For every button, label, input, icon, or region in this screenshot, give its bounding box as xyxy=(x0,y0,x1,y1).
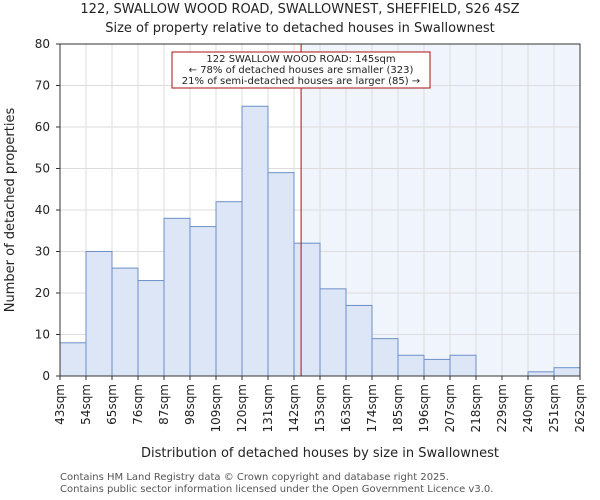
bar-163sqm xyxy=(345,304,373,377)
x-tick-labels: 43sqm 54sqm 65sqm 76sqm 87sqm 98sqm 109sqm 120s… xyxy=(53,376,587,432)
x-tick-label-251sqm: 251sqm xyxy=(547,384,561,432)
chart-subtitle: Size of property relative to detached ho… xyxy=(105,21,495,36)
histogram-chart: 0 10 20 30 40 50 60 70 80 43sqm 54sqm 65sqm 76sqm 87… xyxy=(3,37,587,461)
x-tick-label-142sqm: 142sqm xyxy=(287,384,301,432)
x-tick-label-218sqm: 218sqm xyxy=(469,384,483,432)
footer-copyright: Contains HM Land Registry data © Crown c… xyxy=(60,472,449,483)
y-tick-label-60: 60 xyxy=(35,120,50,134)
bar-65sqm xyxy=(111,267,139,377)
bar-54sqm xyxy=(85,251,113,377)
x-tick-label-207sqm: 207sqm xyxy=(443,384,457,432)
y-tick-label-80: 80 xyxy=(35,37,50,51)
y-tick-label-70: 70 xyxy=(35,79,50,93)
x-tick-label-229sqm: 229sqm xyxy=(495,384,509,432)
y-axis-label: Number of detached properties xyxy=(3,108,18,313)
x-tick-label-185sqm: 185sqm xyxy=(391,384,405,432)
annotation-line-1: 122 SWALLOW WOOD ROAD: 145sqm xyxy=(206,54,395,65)
x-tick-label-120sqm: 120sqm xyxy=(235,384,249,432)
y-tick-label-30: 30 xyxy=(35,245,50,259)
x-tick-label-76sqm: 76sqm xyxy=(131,384,145,425)
annotation-border xyxy=(171,51,431,89)
x-tick-label-65sqm: 65sqm xyxy=(105,384,119,425)
bar-207sqm xyxy=(449,354,477,377)
y-tick-label-0: 0 xyxy=(42,369,50,383)
bars-group xyxy=(59,105,581,377)
bar-196sqm xyxy=(423,358,451,377)
footer-licence: Contains public sector information licen… xyxy=(60,484,494,495)
chart-title: 122, SWALLOW WOOD ROAD, SWALLOWNEST, SHE… xyxy=(80,2,520,17)
x-tick-label-163sqm: 163sqm xyxy=(339,384,353,432)
x-tick-label-240sqm: 240sqm xyxy=(521,384,535,432)
annotation-line-3: 21% of semi-detached houses are larger (… xyxy=(182,76,420,87)
annotation-box: 122 SWALLOW WOOD ROAD: 145sqm ← 78% of d… xyxy=(171,51,431,89)
x-tick-label-131sqm: 131sqm xyxy=(261,384,275,432)
bar-142sqm xyxy=(293,242,321,377)
bar-153sqm xyxy=(319,288,347,377)
bar-185sqm xyxy=(397,354,425,377)
bar-120sqm xyxy=(241,105,269,377)
bar-240sqm xyxy=(527,371,555,377)
y-tick-label-20: 20 xyxy=(35,286,50,300)
bar-109sqm xyxy=(215,201,243,377)
bar-76sqm xyxy=(137,280,165,377)
x-tick-label-196sqm: 196sqm xyxy=(417,384,431,432)
bar-43sqm xyxy=(59,342,87,377)
annotation-line-2: ← 78% of detached houses are smaller (32… xyxy=(189,65,414,76)
y-tick-label-40: 40 xyxy=(35,203,50,217)
bar-251sqm xyxy=(553,367,581,377)
x-tick-label-87sqm: 87sqm xyxy=(157,384,171,425)
x-tick-label-174sqm: 174sqm xyxy=(365,384,379,432)
bar-131sqm xyxy=(267,172,295,377)
bar-98sqm xyxy=(189,226,217,377)
x-tick-label-43sqm: 43sqm xyxy=(53,384,67,425)
y-tick-labels: 0 10 20 30 40 50 60 70 80 xyxy=(35,37,60,383)
x-tick-label-98sqm: 98sqm xyxy=(183,384,197,425)
bar-87sqm xyxy=(163,217,191,377)
bar-174sqm xyxy=(371,338,399,377)
x-tick-label-109sqm: 109sqm xyxy=(209,384,223,432)
x-tick-label-262sqm: 262sqm xyxy=(573,384,587,432)
x-tick-label-54sqm: 54sqm xyxy=(79,384,93,425)
y-tick-label-50: 50 xyxy=(35,162,50,176)
y-tick-label-10: 10 xyxy=(35,328,50,342)
x-tick-label-153sqm: 153sqm xyxy=(313,384,327,432)
x-axis-label: Distribution of detached houses by size … xyxy=(141,446,499,461)
